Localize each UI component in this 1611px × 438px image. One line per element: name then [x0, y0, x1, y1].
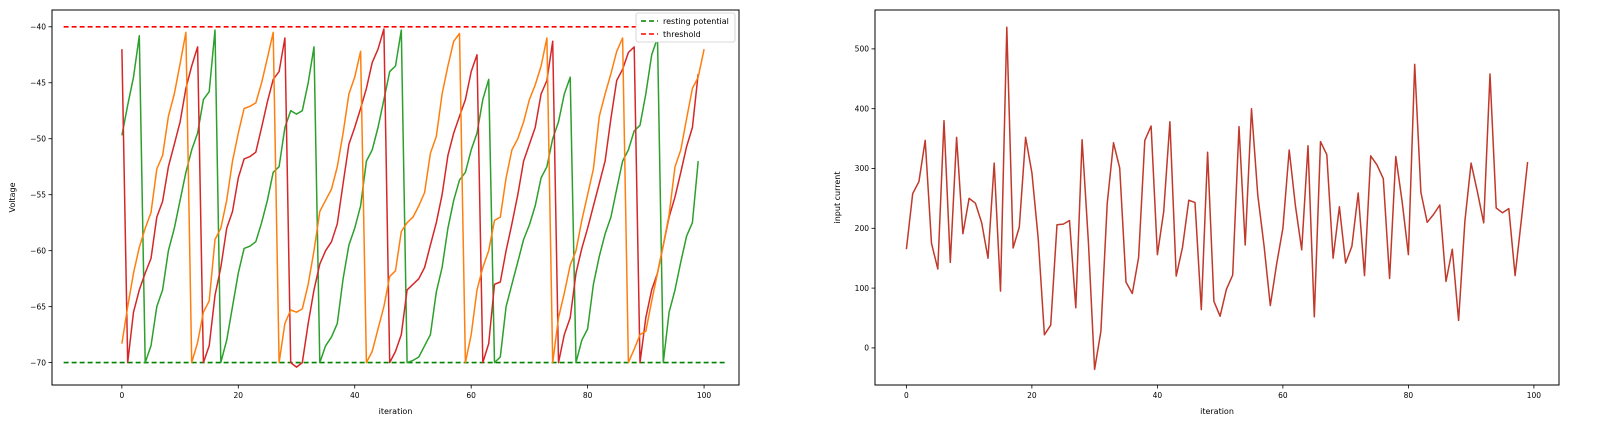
voltage-plot-frame: [51, 9, 740, 386]
current-axis-ticks: 0 20 40 60 80 100 0 100 200 300 400 500: [855, 45, 1542, 400]
legend-threshold-label: threshold: [663, 30, 701, 39]
voltage-axis-ticks: 0 20 40 60 80 100 −70 −65 −60 −55 −50 −45 −40: [30, 22, 711, 400]
voltage-ytick-label: −40: [30, 22, 46, 31]
voltage-ytick-label: −70: [30, 358, 46, 367]
voltage-series-line-3: [121, 31, 705, 364]
voltage-series-line-1: [121, 29, 699, 364]
current-ytick-label: 200: [855, 224, 870, 233]
voltage-xtick-label: 80: [583, 391, 593, 400]
current-xtick-label: 20: [1027, 391, 1037, 400]
voltage-xtick-label: 20: [234, 391, 244, 400]
voltage-xtick-label: 0: [119, 391, 124, 400]
voltage-xtick-label: 100: [697, 391, 712, 400]
current-xtick-label: 100: [1527, 391, 1542, 400]
current-xtick-label: 80: [1404, 391, 1414, 400]
current-ylabel: input current: [833, 172, 842, 224]
current-ytick-label: 500: [855, 45, 870, 54]
voltage-ytick-label: −60: [30, 246, 46, 255]
voltage-reference-lines: [63, 25, 728, 364]
voltage-ytick-label: −45: [30, 78, 46, 87]
voltage-ytick-label: −50: [30, 134, 46, 143]
legend-resting-label: resting potential: [663, 17, 729, 26]
current-ytick-label: 0: [864, 344, 869, 353]
current-xtick-label: 60: [1278, 391, 1288, 400]
voltage-chart: 0 20 40 60 80 100 −70 −65 −60 −55 −50 −45 −40 iterat…: [8, 9, 740, 416]
current-ytick-label: 300: [855, 164, 870, 173]
current-xtick-label: 40: [1153, 391, 1163, 400]
current-series-group: [905, 26, 1529, 371]
current-ytick-label: 400: [855, 104, 870, 113]
voltage-legend: resting potential threshold: [635, 12, 736, 43]
legend-frame: [635, 12, 736, 43]
current-ytick-label: 100: [855, 284, 870, 293]
voltage-xtick-label: 60: [466, 391, 476, 400]
current-xlabel: iteration: [1200, 407, 1234, 416]
voltage-series-group: [121, 28, 705, 368]
current-chart: 0 20 40 60 80 100 0 100 200 300 400 500 iteration i…: [833, 9, 1560, 416]
current-plot-frame: [874, 9, 1560, 386]
voltage-ytick-label: −55: [30, 190, 46, 199]
voltage-xtick-label: 40: [350, 391, 360, 400]
voltage-ylabel: Voltage: [8, 182, 17, 212]
voltage-ytick-label: −65: [30, 302, 46, 311]
current-series-line: [905, 26, 1529, 371]
voltage-series-line-2: [121, 28, 699, 368]
current-xtick-label: 0: [904, 391, 909, 400]
voltage-xlabel: iteration: [379, 407, 413, 416]
